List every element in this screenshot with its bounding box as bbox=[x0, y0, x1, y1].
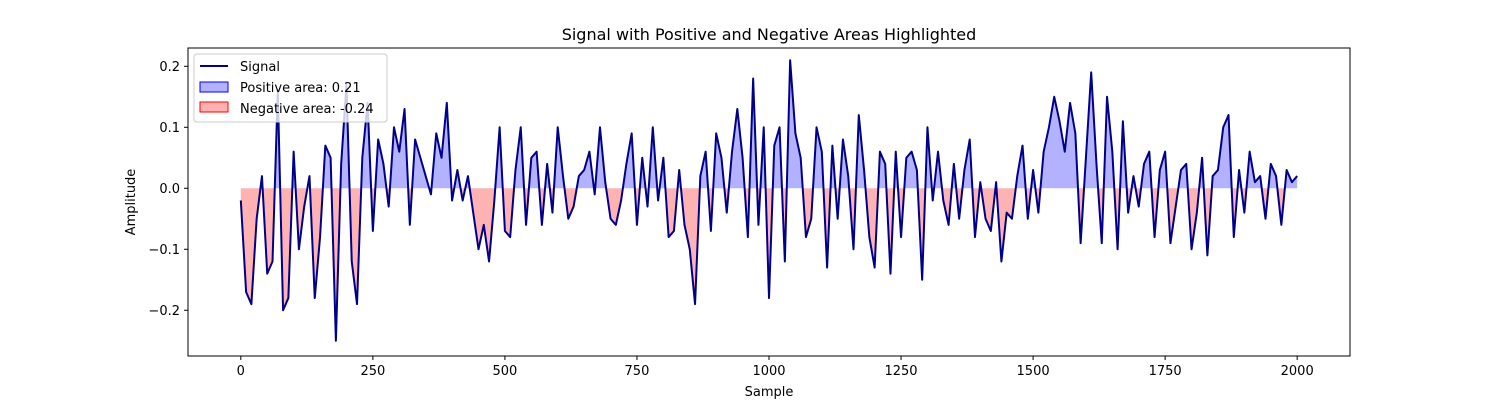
x-tick-label: 250 bbox=[360, 364, 385, 379]
signal-line bbox=[239, 59, 1298, 342]
y-tick-label: 0.0 bbox=[159, 182, 180, 197]
legend-label: Signal bbox=[240, 60, 280, 75]
legend-box bbox=[193, 53, 388, 123]
x-tick-label: 1000 bbox=[752, 364, 785, 379]
legend-item-signal: Signal bbox=[200, 60, 280, 75]
x-axis-label: Sample bbox=[745, 385, 794, 400]
x-tick-label: 1750 bbox=[1149, 364, 1182, 379]
x-tick-label: 1250 bbox=[884, 364, 917, 379]
x-tick-label: 1500 bbox=[1017, 364, 1050, 379]
positive-area bbox=[260, 60, 1298, 189]
chart-title: Signal with Positive and Negative Areas … bbox=[562, 25, 977, 44]
y-axis-ticks: −0.2 −0.1 0.0 0.1 0.2 bbox=[148, 60, 188, 319]
legend-label: Negative area: -0.24 bbox=[240, 102, 374, 117]
x-axis-ticks: 0 250 500 750 1000 1250 1500 1750 2000 bbox=[237, 356, 1314, 379]
signal-line-group bbox=[239, 59, 1298, 342]
legend: Signal Positive area: 0.21 Negative area… bbox=[193, 53, 388, 123]
y-tick-label: −0.2 bbox=[148, 304, 180, 319]
filled-areas bbox=[240, 60, 1298, 341]
legend-patch-swatch bbox=[199, 101, 229, 113]
legend-item-negative-area: Negative area: -0.24 bbox=[199, 101, 374, 117]
x-tick-label: 0 bbox=[237, 364, 245, 379]
y-tick-label: 0.2 bbox=[159, 60, 180, 75]
y-axis-label: Amplitude bbox=[124, 169, 139, 236]
x-tick-label: 500 bbox=[492, 364, 517, 379]
x-tick-label: 750 bbox=[625, 364, 650, 379]
legend-label: Positive area: 0.21 bbox=[240, 81, 361, 96]
y-tick-label: 0.1 bbox=[159, 121, 180, 136]
legend-patch-swatch bbox=[199, 81, 229, 93]
legend-item-positive-area: Positive area: 0.21 bbox=[199, 81, 361, 96]
x-tick-label: 2000 bbox=[1281, 364, 1314, 379]
y-tick-label: −0.1 bbox=[148, 243, 180, 258]
